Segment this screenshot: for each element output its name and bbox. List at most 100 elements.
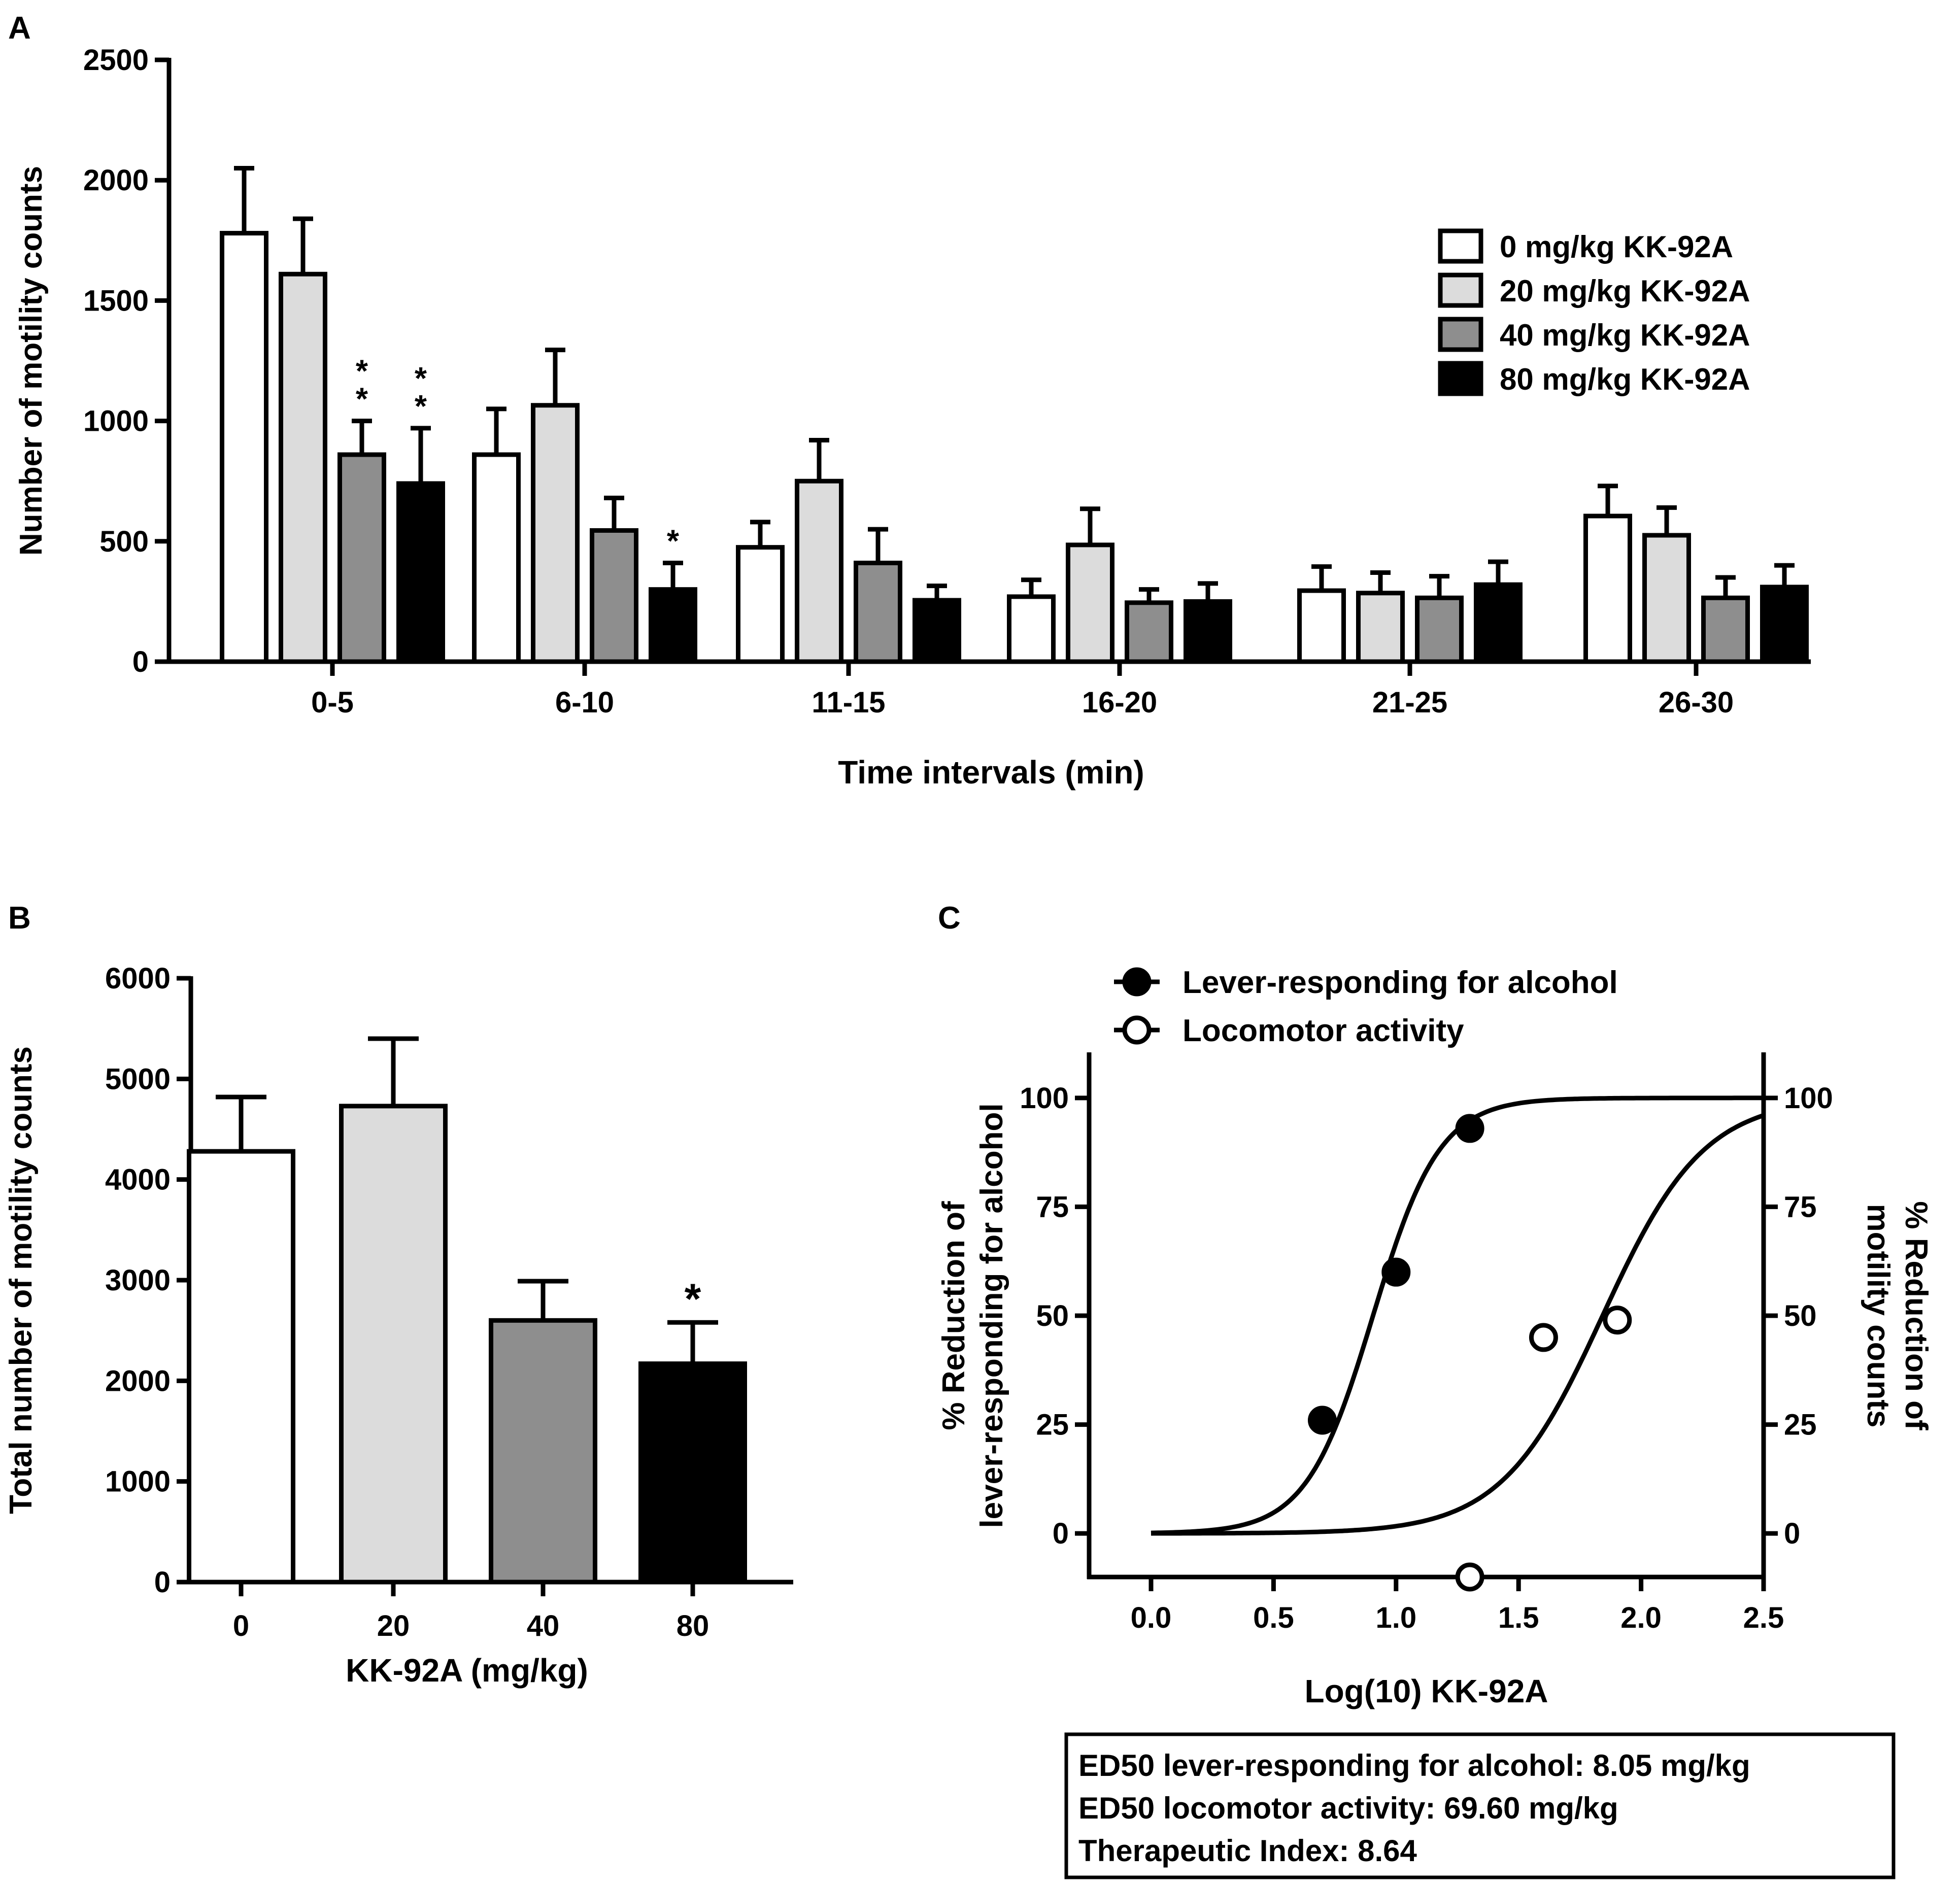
significance-star: * [356,354,368,389]
x-tick-label: 11-15 [812,686,885,719]
bar [1007,594,1056,664]
bar [531,403,580,664]
data-point-locomotor [1455,1562,1484,1592]
y-tick-label: 4000 [105,1163,171,1196]
legend-swatch [1438,272,1483,308]
x-tick-label: 16-20 [1082,686,1157,719]
y-tick-label: 1000 [83,405,149,438]
significance-star: * [356,382,368,417]
bar [279,271,327,664]
panel-label-a: A [8,11,31,46]
panel-a: A 0 500 1000 1500 2000 2500 Number of motility … [8,11,1811,791]
legend-label: 80 mg/kg KK-92A [1500,362,1750,396]
info-box [1064,1732,1896,1879]
x-tick-label: 0.0 [1131,1601,1172,1634]
x-tick-label: 80 [677,1609,709,1642]
fit-curve-locomotor [1151,1113,1765,1536]
x-axis-title: Log(10) KK-92A [1304,1673,1548,1709]
y-tick-label: 5000 [105,1063,171,1095]
y-axis-title: Total number of motility counts [4,1046,39,1514]
y2-tick-label: 50 [1784,1299,1817,1332]
bar [854,560,902,664]
significance-star: * [415,361,427,396]
y-axis-title: Number of motility counts [14,166,49,556]
data-point-lever [1307,1406,1337,1435]
x-axis-title: KK-92A (mg/kg) [346,1652,588,1689]
panel-b: B 0 1000 2000 3000 4000 5000 6000 Total number o… [4,901,793,1689]
y2-tick-label: 75 [1784,1190,1817,1223]
bar [1297,588,1346,664]
x-tick-label: 20 [377,1609,410,1642]
y2-tick-label: 0 [1784,1517,1800,1550]
info-box-line: Therapeutic Index: 8.64 [1078,1834,1417,1868]
x-tick-label: 2.5 [1743,1601,1784,1634]
bar [1356,591,1405,664]
y-tick-label: 0 [132,645,149,678]
bar [187,1149,295,1585]
y-tick-label: 1500 [83,284,149,317]
bar [649,587,697,664]
legend-label: 40 mg/kg KK-92A [1500,318,1750,352]
bar [1415,595,1464,664]
significance-star: * [415,389,427,424]
legend-swatch [1438,228,1483,264]
y2-axis-title-line-1: % Reduction of [1899,1201,1934,1430]
y2-tick-label: 100 [1784,1082,1833,1115]
x-tick-label: 1.5 [1498,1601,1539,1634]
y-tick-label: 75 [1036,1190,1069,1223]
legend-label: 20 mg/kg KK-92A [1500,274,1750,308]
data-point-lever [1455,1114,1484,1143]
panel-label-c: C [938,901,961,936]
y-tick-label: 6000 [105,962,171,995]
data-point-lever [1381,1257,1411,1287]
bar [339,1104,448,1585]
y-tick-label: 25 [1036,1409,1069,1442]
legend-label: Locomotor activity [1182,1013,1464,1048]
legend-swatch [1438,317,1483,352]
x-tick-label: 0 [233,1609,249,1642]
y-tick-label: 1000 [105,1465,171,1498]
x-tick-label: 0-5 [311,686,354,719]
y-tick-label: 2000 [83,164,149,197]
x-tick-label: 40 [527,1609,560,1642]
y-tick-label: 0 [154,1566,171,1599]
y2-axis-title-line-2: motility counts [1861,1204,1896,1428]
y-tick-label: 3000 [105,1264,171,1297]
bar [489,1318,597,1585]
bar [1066,542,1114,664]
info-box-line: ED50 locomotor activity: 69.60 mg/kg [1078,1791,1618,1825]
y-tick-label: 0 [1053,1517,1069,1550]
x-tick-label: 2.0 [1620,1601,1662,1634]
bar [638,1361,747,1585]
y2-tick-label: 25 [1784,1409,1817,1442]
y-tick-label: 100 [1020,1082,1069,1115]
y-tick-label: 50 [1036,1299,1069,1332]
legend-label: Lever-responding for alcohol [1182,965,1618,1000]
x-tick-label: 21-25 [1372,686,1447,719]
bar [220,231,268,664]
bar [1760,585,1809,664]
legend-swatch [1438,361,1483,396]
y-tick-label: 2000 [105,1364,171,1397]
x-tick-label: 26-30 [1659,686,1734,719]
bar [472,452,521,664]
bar [1583,513,1632,664]
bar [913,598,961,664]
x-axis-title: Time intervals (min) [838,754,1144,791]
bar [590,528,638,664]
y-tick-label: 2500 [83,44,149,77]
bar [795,478,843,664]
bar [736,545,785,664]
fit-curve-lever [1151,1095,1764,1535]
bar [396,481,445,664]
bar [337,452,386,664]
bar [1184,599,1232,664]
y-axis-title-line-2: lever-responding for alcohol [974,1103,1009,1528]
significance-star: * [667,524,680,559]
significance-star: * [685,1275,701,1322]
legend-marker [1122,967,1152,997]
legend-label: 0 mg/kg KK-92A [1500,230,1733,264]
y-tick-label: 500 [99,525,149,558]
y-axis-title-line-1: % Reduction of [936,1201,971,1430]
